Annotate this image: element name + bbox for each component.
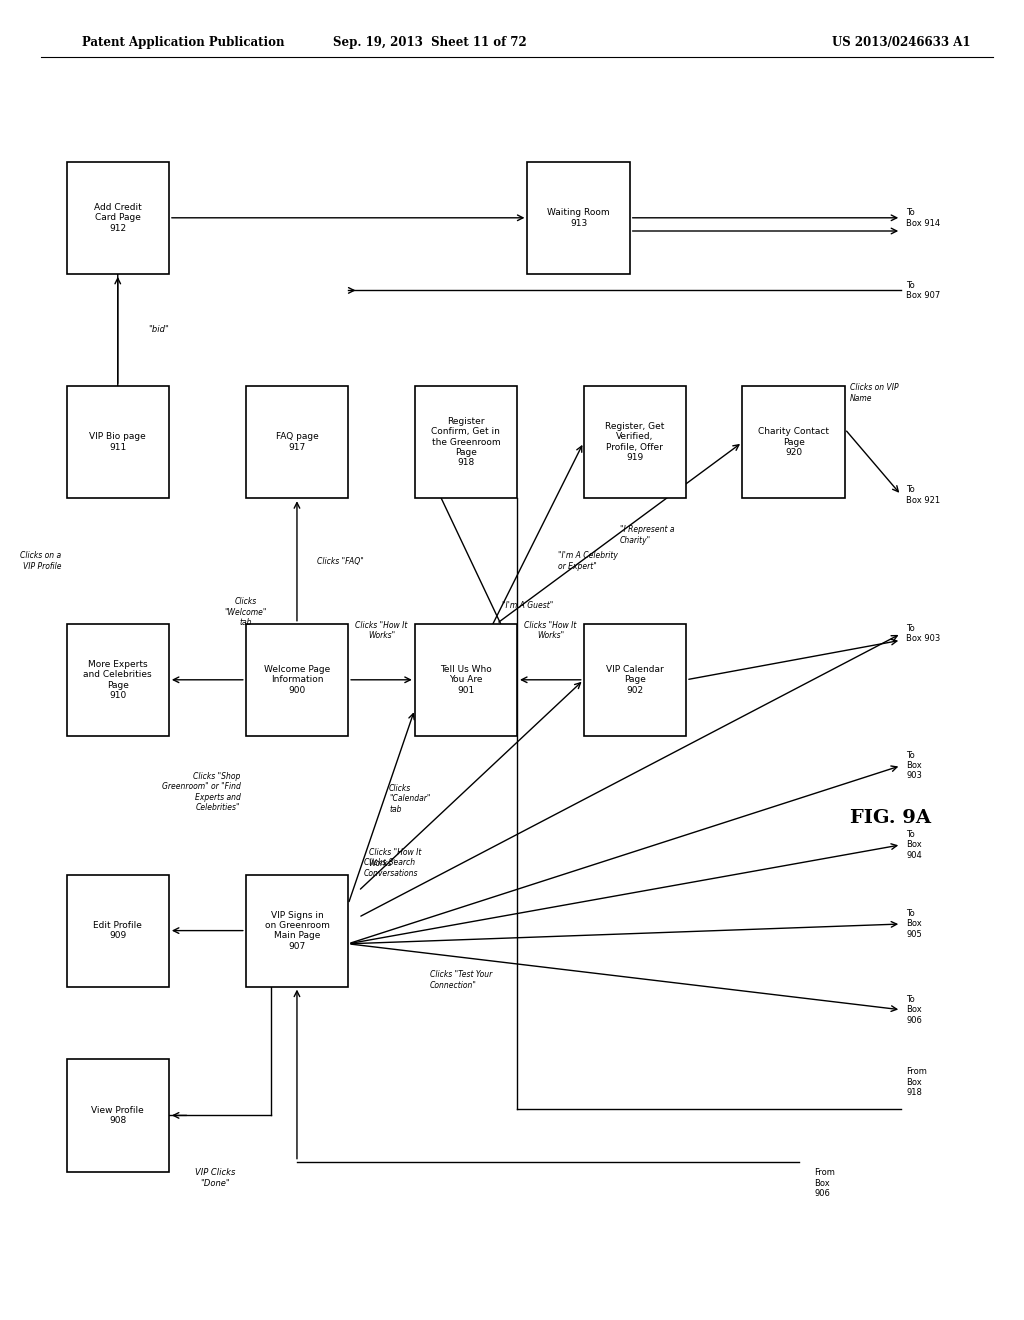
Text: From
Box
918: From Box 918 [906, 1068, 927, 1097]
FancyBboxPatch shape [742, 385, 845, 498]
Text: VIP Calendar
Page
902: VIP Calendar Page 902 [606, 665, 664, 694]
FancyBboxPatch shape [67, 162, 169, 275]
FancyBboxPatch shape [584, 385, 686, 498]
Text: Patent Application Publication: Patent Application Publication [82, 36, 285, 49]
Text: Charity Contact
Page
920: Charity Contact Page 920 [758, 428, 829, 457]
Text: US 2013/0246633 A1: US 2013/0246633 A1 [831, 36, 971, 49]
FancyBboxPatch shape [67, 1059, 169, 1172]
Text: VIP Bio page
911: VIP Bio page 911 [89, 433, 146, 451]
Text: Clicks
"Welcome"
tab: Clicks "Welcome" tab [224, 597, 267, 627]
Text: To
Box 903: To Box 903 [906, 624, 940, 643]
Text: "I'm A Guest": "I'm A Guest" [502, 602, 553, 610]
Text: To
Box 921: To Box 921 [906, 486, 940, 504]
Text: From
Box
906: From Box 906 [814, 1168, 835, 1199]
Text: Clicks
"Calendar"
tab: Clicks "Calendar" tab [389, 784, 430, 813]
Text: Clicks on VIP
Name: Clicks on VIP Name [850, 383, 898, 403]
Text: VIP Signs in
on Greenroom
Main Page
907: VIP Signs in on Greenroom Main Page 907 [264, 911, 330, 950]
Text: To
Box
905: To Box 905 [906, 909, 922, 939]
Text: Clicks Search
Conversations: Clicks Search Conversations [364, 858, 418, 878]
Text: "I Represent a
Charity": "I Represent a Charity" [620, 525, 674, 545]
Text: Register, Get
Verified,
Profile, Offer
919: Register, Get Verified, Profile, Offer 9… [605, 422, 665, 462]
Text: Clicks "How It
Works": Clicks "How It Works" [369, 849, 421, 867]
Text: Waiting Room
913: Waiting Room 913 [547, 209, 610, 227]
Text: To
Box
906: To Box 906 [906, 995, 923, 1024]
FancyBboxPatch shape [246, 624, 348, 737]
Text: VIP Clicks
"Done": VIP Clicks "Done" [195, 1168, 236, 1188]
Text: Clicks "How It
Works": Clicks "How It Works" [355, 620, 408, 640]
Text: To
Box
904: To Box 904 [906, 830, 922, 859]
Text: Clicks "FAQ": Clicks "FAQ" [317, 557, 365, 565]
FancyBboxPatch shape [67, 874, 169, 987]
Text: FIG. 9A: FIG. 9A [850, 809, 932, 828]
Text: View Profile
908: View Profile 908 [91, 1106, 144, 1125]
Text: "bid": "bid" [148, 326, 169, 334]
Text: More Experts
and Celebrities
Page
910: More Experts and Celebrities Page 910 [83, 660, 153, 700]
FancyBboxPatch shape [246, 874, 348, 987]
Text: Sep. 19, 2013  Sheet 11 of 72: Sep. 19, 2013 Sheet 11 of 72 [333, 36, 527, 49]
Text: To
Box 907: To Box 907 [906, 281, 940, 300]
Text: Register
Confirm, Get in
the Greenroom
Page
918: Register Confirm, Get in the Greenroom P… [431, 417, 501, 467]
Text: Welcome Page
Information
900: Welcome Page Information 900 [264, 665, 330, 694]
Text: Clicks "Test Your
Connection": Clicks "Test Your Connection" [430, 970, 493, 990]
FancyBboxPatch shape [415, 385, 517, 498]
FancyBboxPatch shape [67, 624, 169, 737]
Text: Add Credit
Card Page
912: Add Credit Card Page 912 [94, 203, 141, 232]
FancyBboxPatch shape [584, 624, 686, 737]
Text: Clicks "How It
Works": Clicks "How It Works" [524, 620, 577, 640]
Text: To
Box
903: To Box 903 [906, 751, 923, 780]
Text: Tell Us Who
You Are
901: Tell Us Who You Are 901 [440, 665, 492, 694]
Text: To
Box 914: To Box 914 [906, 209, 940, 227]
FancyBboxPatch shape [246, 385, 348, 498]
FancyBboxPatch shape [67, 385, 169, 498]
Text: FAQ page
917: FAQ page 917 [275, 433, 318, 451]
Text: Edit Profile
909: Edit Profile 909 [93, 921, 142, 940]
Text: Clicks on a
VIP Profile: Clicks on a VIP Profile [20, 552, 61, 570]
FancyBboxPatch shape [415, 624, 517, 737]
Text: Clicks "Shop
Greenroom" or "Find
Experts and
Celebrities": Clicks "Shop Greenroom" or "Find Experts… [162, 772, 241, 812]
FancyBboxPatch shape [527, 162, 630, 275]
Text: "I'm A Celebrity
or Expert": "I'm A Celebrity or Expert" [558, 552, 617, 570]
